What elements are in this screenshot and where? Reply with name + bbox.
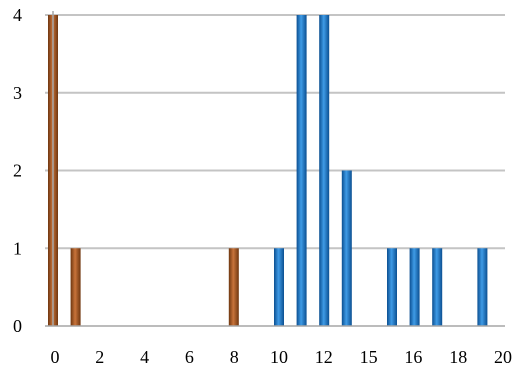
x-tick-label: 4: [140, 347, 149, 367]
bar-series-0-point-1: [70, 248, 81, 326]
x-tick-label: 6: [185, 347, 194, 367]
x-tick-label: 2: [95, 347, 104, 367]
bar-series-1-point-2: [319, 15, 330, 326]
y-tick-label: 3: [13, 83, 22, 103]
bar-series-1-point-4: [387, 248, 397, 326]
bar-series-0-point-2: [228, 248, 239, 326]
x-tick-label: 10: [270, 347, 288, 367]
bar-series-1-point-3: [341, 170, 352, 326]
x-tick-label: 18: [449, 347, 467, 367]
x-tick-label: 12: [315, 347, 333, 367]
x-tick-label: 20: [494, 347, 512, 367]
y-tick-label: 0: [13, 316, 22, 336]
x-tick-label: 0: [51, 347, 60, 367]
x-tick-label: 16: [404, 347, 422, 367]
axes: [45, 11, 505, 327]
bar-series-1-point-6: [432, 248, 443, 326]
x-tick-label: 15: [360, 347, 378, 367]
gridlines: [45, 14, 505, 250]
y-tick-label: 4: [13, 5, 22, 25]
bar-series-1-point-0: [274, 248, 284, 326]
y-tick-label: 1: [13, 238, 22, 258]
bar-series-1-point-5: [409, 248, 420, 326]
y-tick-label: 2: [13, 161, 22, 181]
bar-series-1-point-7: [477, 248, 488, 326]
x-tick-label: 8: [230, 347, 239, 367]
bar-series-1-point-1: [296, 15, 307, 326]
